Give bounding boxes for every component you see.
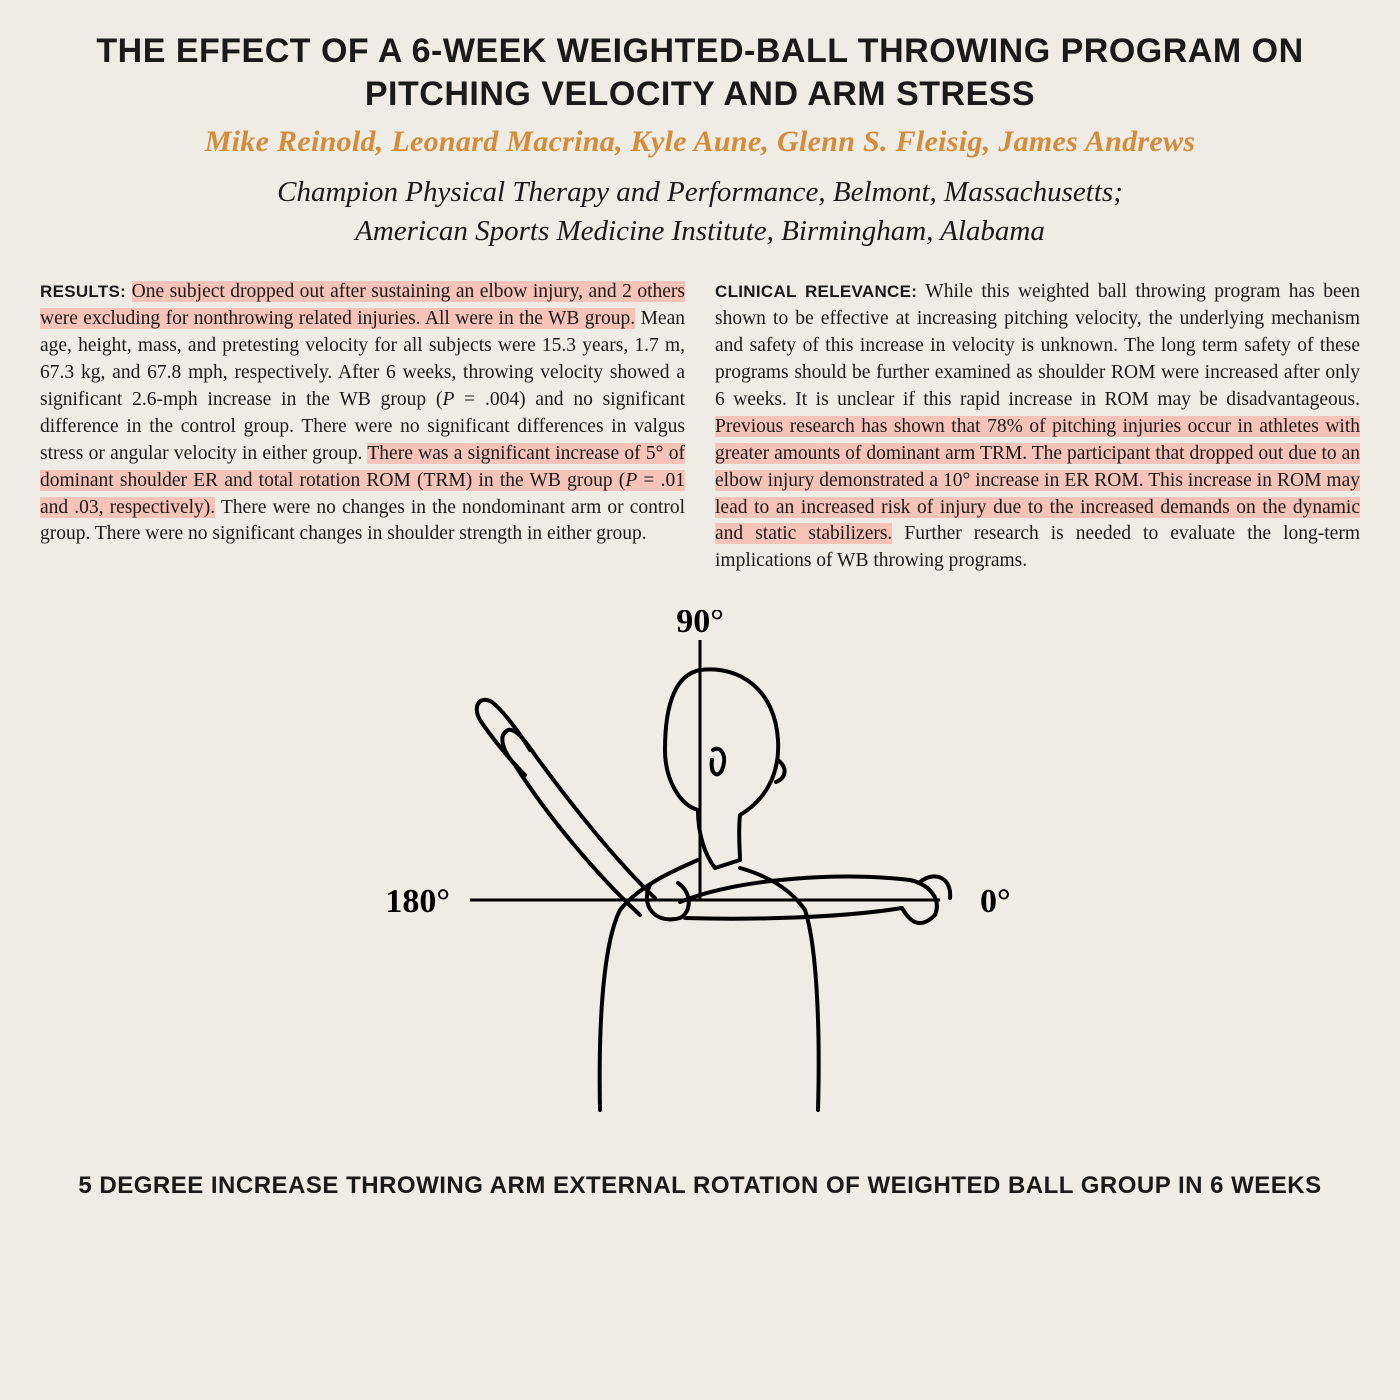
affiliation: Champion Physical Therapy and Performanc… <box>40 173 1360 251</box>
clinical-label: CLINICAL RELEVANCE: <box>715 282 917 301</box>
label-180deg: 180° <box>385 883 450 920</box>
clinical-column: CLINICAL RELEVANCE: While this weighted … <box>715 279 1360 575</box>
results-highlight-2p: P <box>625 470 637 491</box>
shoulder-rom-diagram: 90° 0° 180° <box>320 610 1080 1130</box>
label-0deg: 0° <box>980 883 1011 920</box>
authors-line: Mike Reinold, Leonard Macrina, Kyle Aune… <box>40 125 1360 159</box>
affiliation-line-2: American Sports Medicine Institute, Birm… <box>355 215 1045 247</box>
paper-title: THE EFFECT OF A 6-WEEK WEIGHTED-BALL THR… <box>40 30 1360 115</box>
body-columns: RESULTS: One subject dropped out after s… <box>40 279 1360 575</box>
arm-raised <box>502 730 655 915</box>
results-highlight-1: One subject dropped out after sustaining… <box>40 281 685 329</box>
results-label: RESULTS: <box>40 282 126 301</box>
results-column: RESULTS: One subject dropped out after s… <box>40 279 685 575</box>
torso-right <box>740 868 819 1110</box>
affiliation-line-1: Champion Physical Therapy and Performanc… <box>277 176 1123 208</box>
figure-body <box>477 670 950 1111</box>
label-90deg: 90° <box>676 610 724 640</box>
results-p1: P <box>442 389 454 410</box>
rom-figure: 90° 0° 180° 5 DEGREE INCREAS <box>40 610 1360 1200</box>
figure-caption: 5 DEGREE INCREASE THROWING ARM EXTERNAL … <box>78 1172 1321 1200</box>
ear-outline <box>712 749 724 775</box>
